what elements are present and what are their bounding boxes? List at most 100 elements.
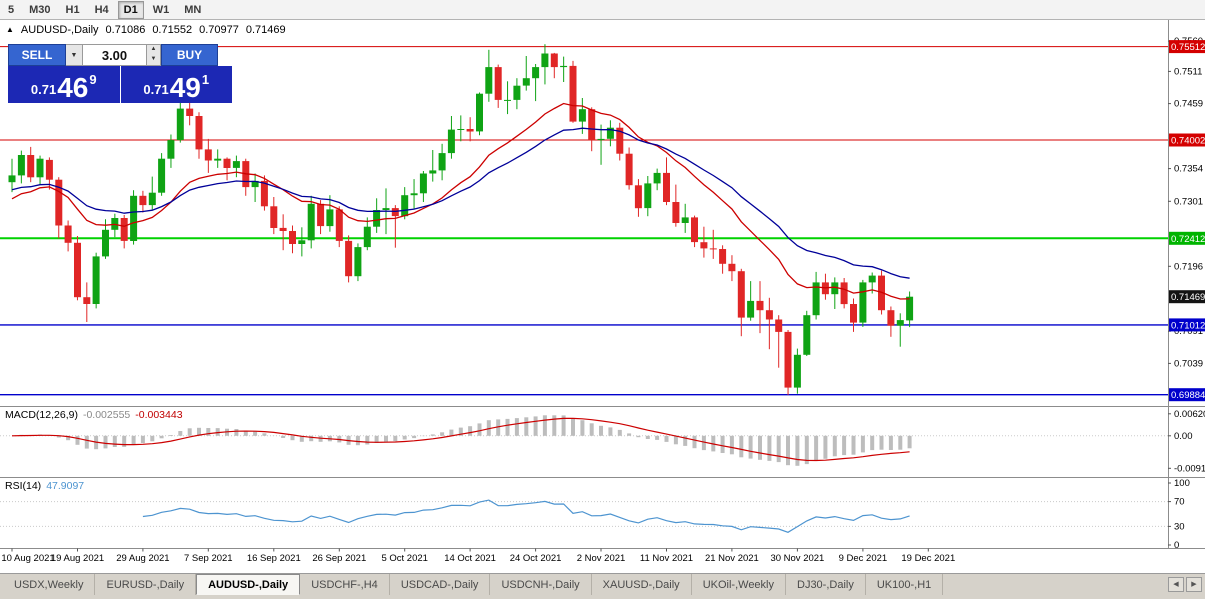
date-label: 14 Oct 2021 [444, 553, 496, 564]
candle-body [625, 153, 633, 186]
rsi-scale-label: 0 [1174, 540, 1179, 551]
price-chart-canvas[interactable]: 0.75600.75110.74590.73540.73010.71960.70… [0, 20, 1205, 573]
ask-price-display[interactable]: 0.71 49 1 [120, 66, 232, 103]
candle-body [616, 127, 624, 154]
moving-average-line-16 [11, 102, 910, 300]
chart-tab-dj30-daily[interactable]: DJ30-,Daily [786, 574, 866, 595]
candle-body [195, 116, 203, 150]
one-click-collapse-icon[interactable]: ▲ [6, 25, 14, 34]
price-line-badge-text: 0.74002 [1171, 136, 1205, 147]
date-label: 2 Nov 2021 [577, 553, 626, 564]
date-label: 29 Aug 2021 [116, 553, 169, 564]
timeframe-button-h1[interactable]: H1 [60, 1, 86, 19]
candle-body [868, 275, 876, 283]
candle-body [906, 296, 914, 321]
candle-body [382, 208, 390, 210]
bid-price-display[interactable]: 0.71 46 9 [8, 66, 120, 103]
candle-body [27, 155, 35, 178]
ohlc-high: 0.71552 [152, 24, 193, 36]
price-scale[interactable] [1168, 20, 1205, 549]
macd-scale-label: 0.00620 [1174, 409, 1205, 420]
candle-body [335, 209, 343, 241]
chart-tab-usdcnh-daily[interactable]: USDCNH-,Daily [490, 574, 592, 595]
price-line-badge-text: 0.71469 [1171, 292, 1205, 303]
timeframe-button-mn[interactable]: MN [178, 1, 207, 19]
chart-tab-eurusd-daily[interactable]: EURUSD-,Daily [95, 574, 197, 595]
candle-body [578, 109, 586, 122]
volume-down-button[interactable]: ▼ [147, 55, 160, 65]
candle-body [232, 161, 240, 168]
candle-body [541, 53, 549, 68]
candle-body [756, 300, 764, 311]
price-tick-label: 0.7091 [1174, 326, 1203, 337]
candle-body [793, 354, 801, 388]
candle-body [513, 85, 521, 100]
chart-tab-xauusd-daily[interactable]: XAUUSD-,Daily [592, 574, 692, 595]
chart-tab-usdx-weekly[interactable]: USDX,Weekly [3, 574, 96, 595]
sell-button[interactable]: SELL [8, 44, 66, 66]
chevron-down-icon: ▼ [70, 51, 78, 59]
timeframe-button-5[interactable]: 5 [2, 1, 20, 19]
volume-up-button[interactable]: ▲ [147, 45, 160, 55]
candle-body [419, 173, 427, 194]
timeframe-button-d1[interactable]: D1 [117, 0, 144, 19]
date-label: 19 Aug 2021 [51, 553, 104, 564]
price-line-badge [1169, 290, 1205, 304]
ask-price-pipette: 1 [201, 72, 210, 87]
candle-body [83, 297, 91, 304]
price-line-badge-text: 0.69884 [1171, 390, 1205, 401]
candle-body [812, 282, 820, 316]
ask-price-prefix: 0.71 [143, 82, 169, 97]
timeframe-button-m30[interactable]: M30 [23, 1, 56, 19]
candle-body [681, 217, 689, 223]
candle-body [831, 282, 839, 295]
price-line-badge-text: 0.71012 [1171, 320, 1205, 331]
tabs-scroll-right-button[interactable]: ▶ [1186, 577, 1202, 592]
volume-input[interactable] [83, 44, 147, 66]
chart-tab-uk100-h1[interactable]: UK100-,H1 [866, 574, 944, 595]
candle-body [532, 67, 540, 79]
candle-body [289, 231, 296, 244]
candle-body [251, 180, 259, 188]
date-label: 10 Aug 2021 [1, 553, 54, 564]
price-tick-label: 0.7511 [1174, 66, 1202, 77]
candle-body [130, 195, 138, 241]
macd-histogram [19, 415, 912, 466]
tabs-scroll-left-button[interactable]: ◀ [1168, 577, 1184, 592]
candles-layer [8, 44, 914, 395]
candle-body [64, 225, 72, 243]
buy-button[interactable]: BUY [161, 44, 218, 66]
date-label: 9 Dec 2021 [839, 553, 888, 564]
candle-body [363, 226, 371, 248]
volume-dropdown-button[interactable]: ▼ [66, 44, 83, 66]
timeframe-button-h4[interactable]: H4 [89, 1, 115, 19]
macd-name: MACD(12,26,9) [5, 409, 78, 421]
chart-tab-ukoil-weekly[interactable]: UKOil-,Weekly [692, 574, 786, 595]
candle-body [438, 153, 446, 171]
date-label: 16 Sep 2021 [247, 553, 301, 564]
candle-body [775, 319, 783, 332]
candle-body [326, 209, 334, 227]
chart-tab-usdcad-daily[interactable]: USDCAD-,Daily [390, 574, 491, 595]
candle-body [504, 99, 511, 101]
date-label: 26 Sep 2021 [312, 553, 366, 564]
chart-window: 0.75600.75110.74590.73540.73010.71960.70… [0, 20, 1205, 573]
candle-body [270, 206, 278, 228]
chart-tab-usdchf-h4[interactable]: USDCHF-,H4 [300, 574, 390, 595]
candle-body [204, 149, 212, 161]
timeframe-toolbar: 5 M30 H1 H4 D1 W1 MN [0, 0, 1205, 20]
candle-body [345, 240, 353, 277]
candle-body [317, 203, 325, 227]
candle-body [569, 65, 577, 122]
time-scale[interactable] [0, 549, 1168, 574]
candle-body [728, 263, 736, 272]
candle-body [36, 158, 44, 178]
candle-body [214, 158, 222, 161]
timeframe-button-w1[interactable]: W1 [147, 1, 176, 19]
candle-body [176, 108, 184, 141]
macd-main-value: -0.002555 [82, 409, 131, 421]
candle-body [691, 217, 698, 243]
date-label: 30 Nov 2021 [770, 553, 824, 564]
candle-body [186, 108, 194, 116]
chart-tab-audusd-daily[interactable]: AUDUSD-,Daily [196, 574, 301, 595]
